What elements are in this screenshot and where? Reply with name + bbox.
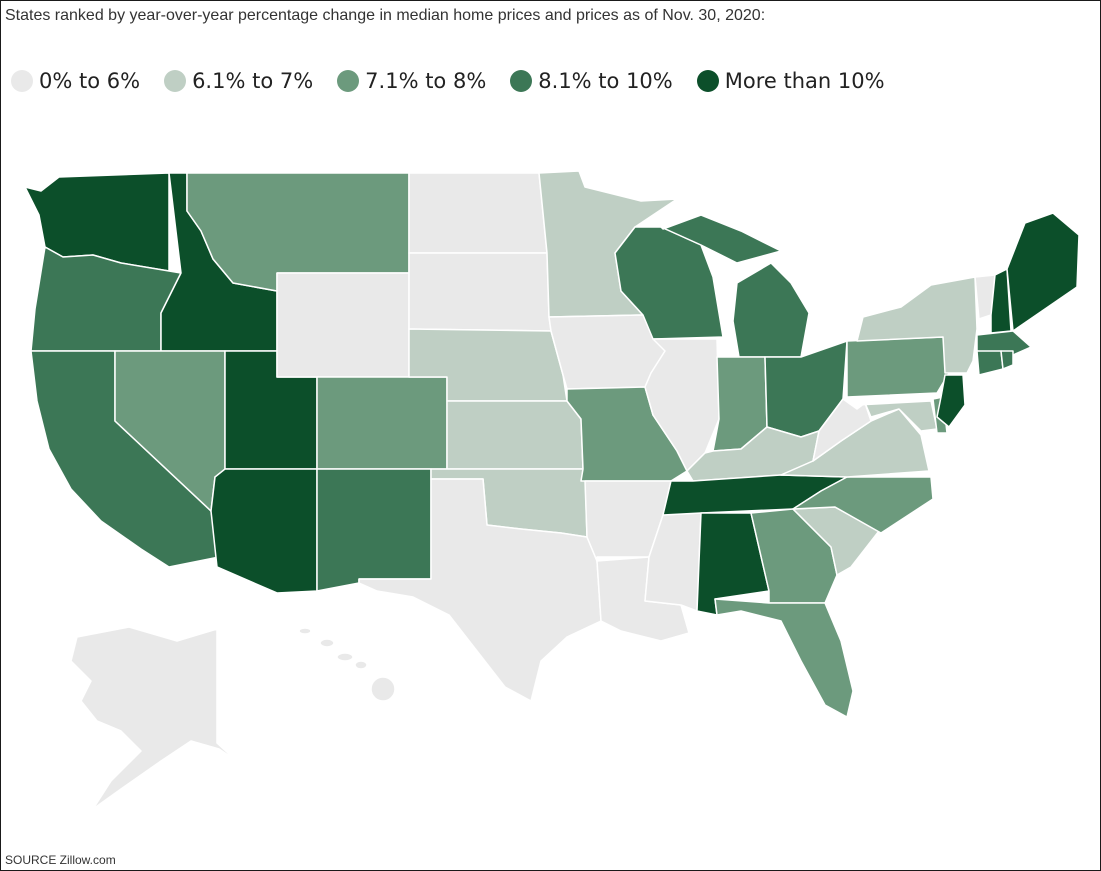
legend-item-1: 6.1% to 7% [164, 69, 313, 93]
legend-item-0: 0% to 6% [11, 69, 140, 93]
state-hi-1 [298, 627, 312, 635]
source-note: SOURCE Zillow.com [5, 853, 116, 867]
legend-label-4: More than 10% [724, 69, 885, 93]
state-nj [936, 374, 966, 428]
state-wi [614, 226, 724, 340]
legend-swatch-2 [337, 70, 360, 92]
legend-item-2: 7.1% to 8% [337, 69, 486, 93]
legend-item-3: 8.1% to 10% [510, 69, 673, 93]
legend-label-3: 8.1% to 10% [538, 69, 673, 93]
legend-label-0: 0% to 6% [39, 69, 141, 93]
state-az [210, 468, 318, 594]
state-md [856, 400, 938, 432]
state-ks [446, 400, 584, 470]
state-wv [812, 398, 872, 462]
legend-swatch-4 [696, 70, 719, 92]
state-ma [976, 330, 1032, 356]
state-me [1006, 212, 1080, 332]
state-nd [408, 172, 548, 254]
legend: 0% to 6% 6.1% to 7% 7.1% to 8% 8.1% to 1… [11, 69, 909, 93]
state-sd [408, 252, 552, 332]
state-ri [1000, 350, 1014, 370]
state-nm [316, 468, 432, 592]
legend-swatch-1 [164, 70, 187, 92]
state-hi-5 [370, 676, 396, 702]
legend-swatch-0 [11, 70, 33, 92]
state-hi-2 [319, 638, 335, 648]
legend-label-2: 7.1% to 8% [365, 69, 487, 93]
legend-item-4: More than 10% [696, 69, 885, 93]
state-tx [358, 478, 602, 702]
state-mi-lower [732, 262, 810, 358]
state-ak [70, 626, 274, 810]
state-nc [792, 476, 934, 534]
state-fl [714, 598, 854, 718]
state-hi-4 [354, 660, 368, 670]
map-title: States ranked by year-over-year percenta… [5, 7, 766, 24]
legend-swatch-3 [510, 70, 533, 92]
state-ct [976, 350, 1004, 376]
state-hi-3 [336, 652, 354, 662]
state-wy [276, 272, 410, 378]
state-co [316, 376, 448, 470]
state-ny [856, 276, 978, 374]
us-choropleth-map [24, 170, 1080, 810]
legend-label-1: 6.1% to 7% [192, 69, 314, 93]
state-mi [660, 214, 782, 264]
state-pa [846, 336, 950, 398]
